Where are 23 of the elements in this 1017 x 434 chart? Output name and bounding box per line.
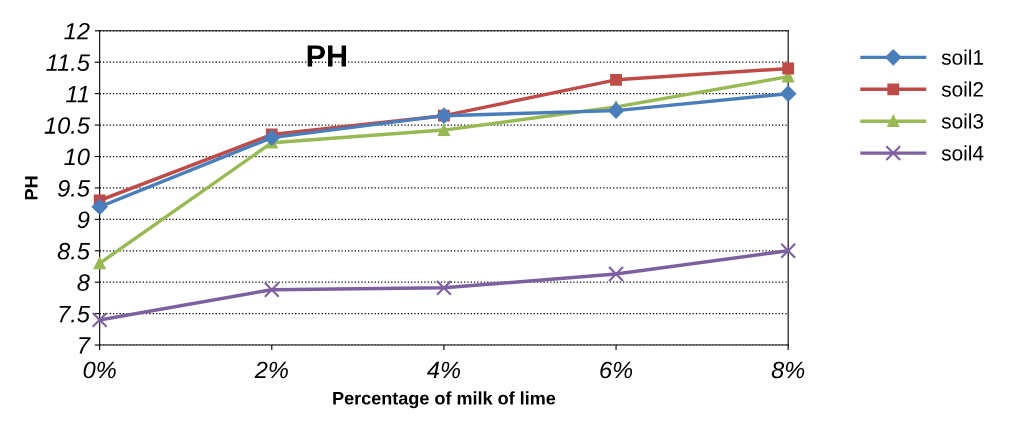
chart-title: PH (307, 45, 347, 67)
y-tick-label: 12 (64, 22, 90, 40)
y-tick-label: 10 (64, 148, 90, 166)
y-tick-label: 7 (79, 337, 91, 354)
x-axis-title: Percentage of milk of lime (333, 391, 556, 409)
x-tick-label: 6% (600, 361, 633, 379)
y-tick-label: 11 (66, 85, 88, 103)
legend-label: soil1 (941, 49, 983, 65)
legend-label: soil3 (941, 113, 984, 129)
x-tick-label: 0% (83, 361, 116, 379)
y-tick-label: 10.5 (44, 117, 91, 134)
y-axis-title: PH (25, 176, 38, 200)
legend-label: soil2 (941, 81, 983, 97)
x-tick-label: 4% (427, 361, 460, 379)
x-tick-label: 8% (771, 361, 805, 379)
y-tick-label: 9.5 (57, 179, 90, 197)
y-tick-label: 8 (77, 274, 90, 291)
x-tick-label: 2% (254, 361, 288, 379)
y-tick-label: 8.5 (57, 242, 90, 260)
y-tick-label: 11.5 (46, 54, 91, 72)
legend-label: soil4 (941, 145, 984, 161)
y-tick-label: 7.5 (59, 305, 90, 323)
y-tick-label: 9 (77, 211, 90, 229)
